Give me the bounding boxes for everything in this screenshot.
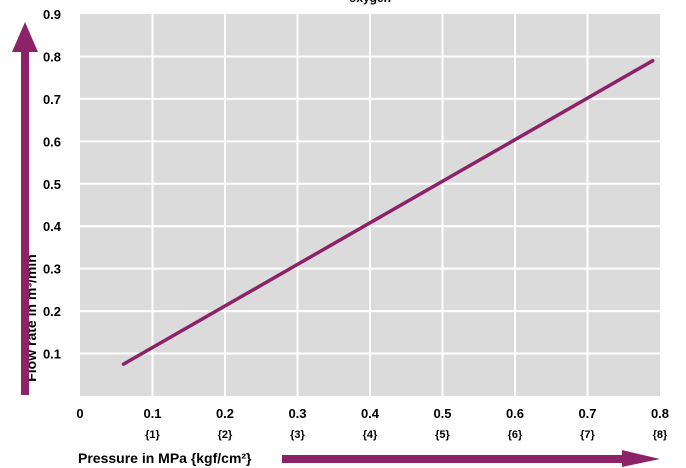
x-tick-label: 0.1 bbox=[143, 406, 161, 421]
x-tick-label: 0.3 bbox=[288, 406, 306, 421]
x-tick-label: 0 bbox=[76, 406, 83, 421]
y-tick-label: 0.6 bbox=[43, 134, 61, 149]
y-tick-label: 0.5 bbox=[43, 177, 61, 192]
x-tick-label: 0.8 bbox=[651, 406, 669, 421]
x-tick-sublabel: {2} bbox=[218, 429, 233, 441]
series-line bbox=[121, 58, 655, 366]
series-layer bbox=[121, 58, 655, 366]
y-tick-labels: 0.1 0.2 0.3 0.4 0.5 0.6 0.7 0.8 0.9 bbox=[43, 7, 62, 362]
chart-title: oxygen bbox=[349, 0, 391, 5]
x-tick-label: 0.6 bbox=[506, 406, 524, 421]
grid bbox=[80, 14, 660, 396]
x-tick-label: 0.7 bbox=[578, 406, 596, 421]
x-tick-sublabel: {8} bbox=[653, 429, 668, 441]
x-tick-sublabel: {5} bbox=[435, 429, 450, 441]
x-tick-labels: 0 0.1 {1} 0.2 {2} 0.3 {3} 0.4 {4} 0.5 {5} 0.6 {6} 0.7… bbox=[76, 406, 669, 441]
x-axis-label: Pressure in MPa {kgf/cm²} bbox=[78, 450, 252, 466]
y-tick-label: 0.9 bbox=[43, 7, 61, 22]
x-tick-sublabel: {6} bbox=[508, 429, 523, 441]
x-tick-label: 0.5 bbox=[433, 406, 451, 421]
y-tick-label: 0.8 bbox=[43, 49, 61, 64]
y-tick-label: 0.4 bbox=[43, 219, 62, 234]
x-tick-label: 0.4 bbox=[361, 406, 380, 421]
x-tick-sublabel: {1} bbox=[145, 429, 160, 441]
x-tick-sublabel: {7} bbox=[580, 429, 595, 441]
x-tick-sublabel: {3} bbox=[290, 429, 305, 441]
y-tick-label: 0.1 bbox=[43, 347, 61, 362]
x-axis-arrow bbox=[282, 450, 660, 467]
x-tick-label: 0.2 bbox=[216, 406, 234, 421]
y-tick-label: 0.2 bbox=[43, 304, 61, 319]
x-tick-sublabel: {4} bbox=[363, 429, 378, 441]
y-axis-arrow bbox=[12, 22, 38, 395]
y-tick-label: 0.7 bbox=[43, 92, 61, 107]
y-tick-label: 0.3 bbox=[43, 262, 61, 277]
